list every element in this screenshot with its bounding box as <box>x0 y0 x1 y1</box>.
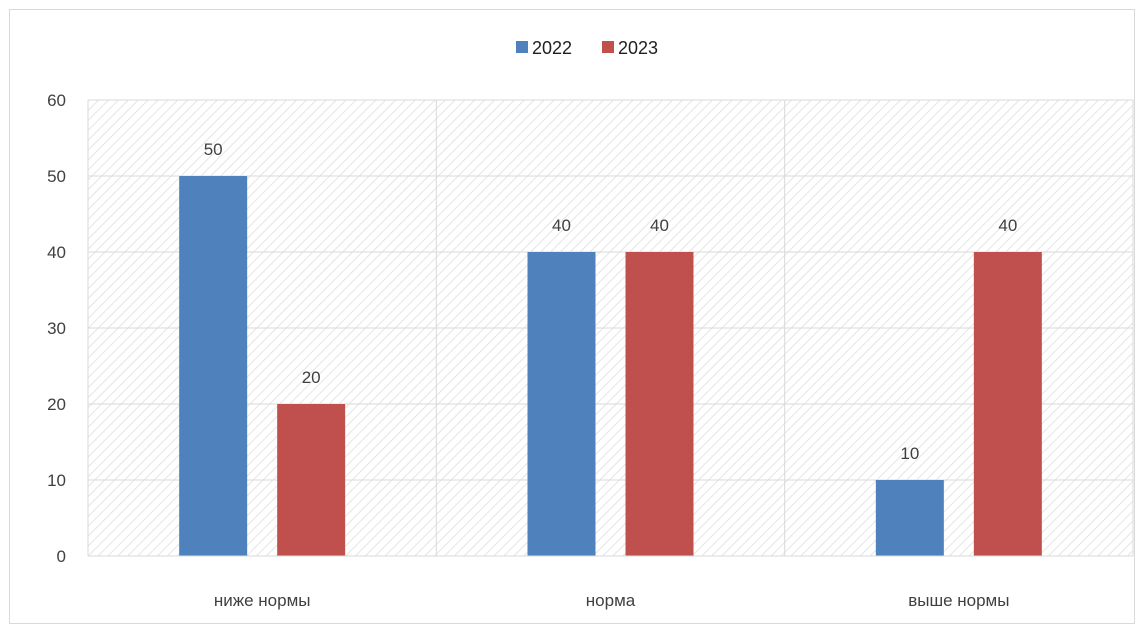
data-label: 40 <box>650 216 669 235</box>
data-label: 50 <box>204 140 223 159</box>
legend-swatch-2022 <box>516 41 528 53</box>
data-label: 40 <box>998 216 1017 235</box>
data-label: 20 <box>302 368 321 387</box>
y-tick-label: 40 <box>47 243 66 262</box>
legend-label: 2023 <box>618 38 658 58</box>
data-label: 40 <box>552 216 571 235</box>
legend-label: 2022 <box>532 38 572 58</box>
y-tick-label: 0 <box>57 547 66 566</box>
bar-2022-0 <box>179 176 248 556</box>
y-tick-label: 50 <box>47 167 66 186</box>
x-category-label: выше нормы <box>908 591 1009 610</box>
legend-swatch-2023 <box>602 41 614 53</box>
bar-2022-2 <box>875 480 944 556</box>
y-tick-label: 60 <box>47 91 66 110</box>
y-tick-label: 10 <box>47 471 66 490</box>
y-tick-label: 20 <box>47 395 66 414</box>
bar-2023-2 <box>973 252 1042 556</box>
y-tick-label: 30 <box>47 319 66 338</box>
bar-2022-1 <box>527 252 596 556</box>
bar-2023-0 <box>277 404 346 556</box>
x-category-label: ниже нормы <box>214 591 311 610</box>
bar-2023-1 <box>625 252 694 556</box>
x-category-label: норма <box>586 591 636 610</box>
data-label: 10 <box>900 444 919 463</box>
